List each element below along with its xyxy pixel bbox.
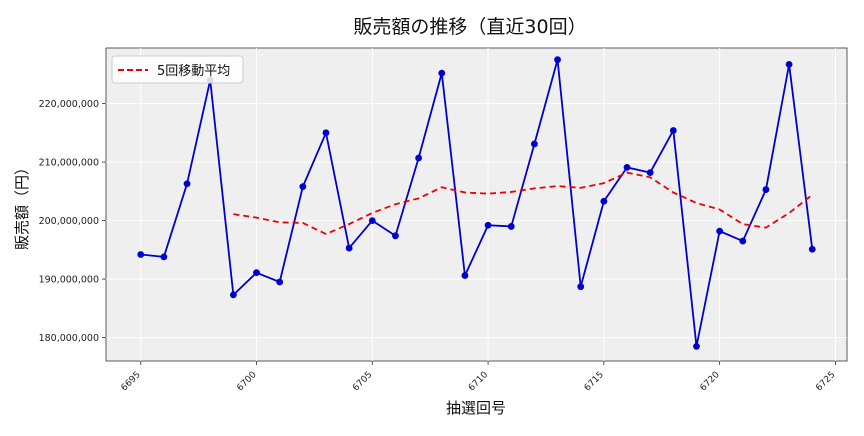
sales-point	[808, 245, 816, 253]
sales-line	[140, 58, 814, 348]
sales-point	[530, 140, 538, 148]
y-tick-label: 210,000,000	[39, 158, 99, 169]
sales-point	[461, 272, 469, 279]
sales-point	[600, 197, 608, 205]
x-tick-label: 6695	[120, 370, 143, 393]
sales-point	[183, 180, 191, 188]
y-tick-label: 220,000,000	[39, 99, 99, 110]
y-axis-label: 販売額（円）	[13, 160, 31, 250]
sales-point	[785, 60, 793, 68]
sales-point	[276, 278, 284, 286]
sales-point	[762, 186, 770, 193]
sales-point	[322, 129, 330, 137]
sales-point	[253, 269, 260, 277]
moving-average-line	[233, 171, 813, 236]
legend: 5回移動平均	[111, 55, 244, 84]
sales-point	[160, 253, 168, 261]
sales-point	[507, 223, 515, 230]
x-tick-label: 6705	[351, 370, 374, 393]
chart-title: 販売額の推移（直近30回）	[353, 16, 586, 38]
series-layer	[137, 56, 816, 350]
sales-point	[669, 127, 677, 134]
x-axis-label: 抽選回号	[446, 399, 506, 417]
sales-point	[299, 183, 307, 191]
x-tick-label: 6710	[467, 370, 490, 393]
sales-point	[623, 163, 631, 171]
sales-point	[554, 56, 561, 64]
sales-point	[716, 227, 724, 235]
sales-point	[577, 283, 585, 291]
y-tick-label: 200,000,000	[39, 216, 99, 227]
plot-area	[105, 47, 848, 362]
sales-point	[368, 217, 376, 224]
x-tick-label: 6700	[235, 370, 258, 393]
y-tick-label: 180,000,000	[39, 333, 99, 344]
sales-point	[438, 69, 446, 77]
sales-point	[415, 154, 423, 162]
sales-point	[693, 342, 700, 350]
legend-box	[111, 55, 244, 84]
x-tick-label: 6715	[583, 370, 606, 393]
sales-point	[739, 237, 747, 245]
legend-label: 5回移動平均	[157, 64, 230, 79]
sales-point	[229, 291, 237, 299]
sales-point	[484, 221, 492, 229]
sales-point	[392, 232, 399, 240]
y-tick-label: 190,000,000	[39, 275, 99, 286]
sales-point	[137, 251, 145, 258]
x-tick-label: 6720	[698, 370, 721, 393]
x-tick-label: 6725	[814, 370, 837, 393]
sales-point	[345, 244, 353, 252]
sales-point	[646, 169, 654, 177]
